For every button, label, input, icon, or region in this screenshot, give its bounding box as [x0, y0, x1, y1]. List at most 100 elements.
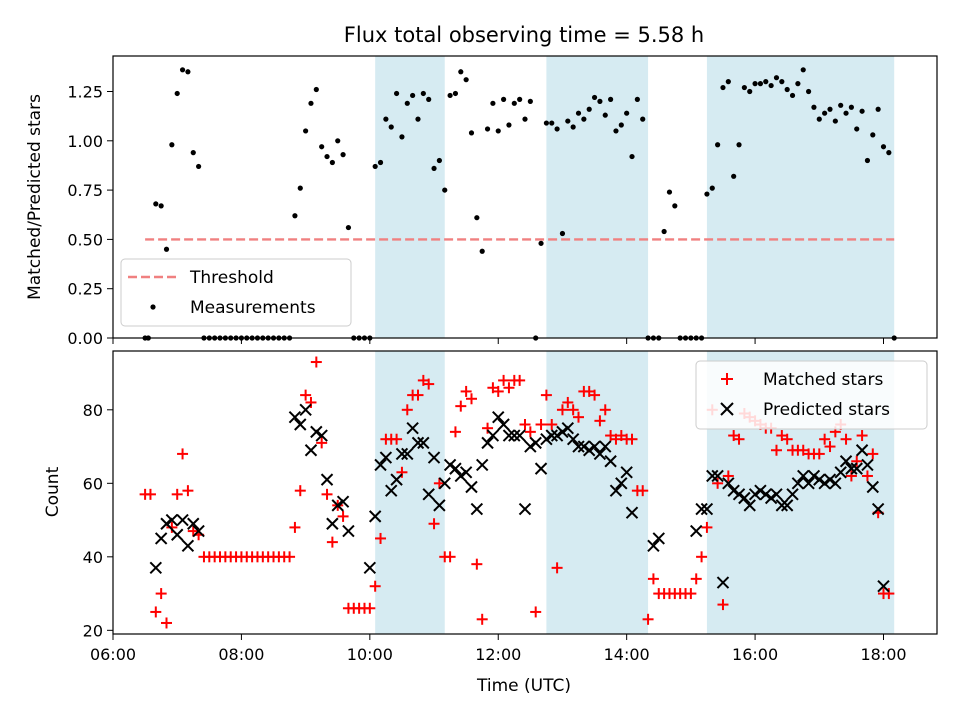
matched-star-point: [294, 485, 306, 497]
measurement-point: [618, 122, 624, 128]
measurement-point: [308, 100, 314, 106]
top-plot-frame: [112, 55, 938, 339]
matched-star-point: [524, 426, 536, 438]
x-tick-label: 06:00: [90, 645, 136, 664]
predicted-star-point: [818, 477, 831, 490]
predicted-star-point: [411, 436, 425, 450]
measurement-point: [634, 96, 640, 102]
bottom-y-tick-label: 80: [83, 401, 103, 420]
predicted-star-point: [813, 473, 826, 486]
predicted-star-point: [406, 421, 419, 435]
matched-star-point: [171, 488, 183, 500]
matched-star-point: [375, 532, 387, 544]
predicted-star-point: [470, 502, 484, 516]
measurement-point: [757, 81, 764, 87]
predicted-star-point: [449, 462, 462, 475]
measurement-point: [880, 144, 887, 150]
predicted-star-point: [524, 440, 537, 453]
matched-star-point: [840, 433, 852, 445]
measurement-point: [864, 157, 871, 164]
measurement-point: [640, 116, 646, 122]
measurement-point: [624, 110, 630, 116]
matched-star-point: [492, 385, 504, 397]
bottom-y-tick-label: 20: [83, 621, 103, 640]
predicted-star-point: [556, 425, 569, 439]
predicted-star-point: [706, 469, 719, 483]
measurement-point: [661, 228, 667, 235]
measurement-point: [538, 240, 544, 246]
matched-star-point: [556, 404, 568, 416]
measurement-point: [153, 201, 159, 207]
matched-star-point: [696, 551, 708, 563]
measurement-point: [768, 82, 774, 89]
predicted-star-point: [834, 466, 847, 479]
matched-star-point: [310, 356, 322, 368]
measurement-point: [736, 142, 742, 148]
measurement-point: [725, 79, 731, 85]
matched-star-point: [321, 488, 333, 500]
predicted-star-point: [395, 447, 409, 461]
measurement-point: [495, 128, 501, 134]
predicted-star-point: [802, 477, 815, 490]
measurement-point: [527, 98, 533, 104]
measurement-point: [319, 144, 325, 150]
predicted-star-point: [368, 510, 382, 523]
measurement-point: [747, 88, 753, 95]
predicted-star-point: [315, 429, 328, 442]
measurement-point: [506, 122, 512, 128]
matched-star-point: [867, 448, 879, 460]
measurement-point: [843, 110, 849, 116]
predicted-star-point: [475, 458, 489, 472]
top-shaded-interval: [706, 56, 895, 338]
bottom-y-axis-label: Count: [43, 466, 63, 517]
predicted-legend-label: Predicted stars: [763, 400, 890, 420]
matched-star-point: [819, 433, 831, 445]
matched-star-point: [535, 419, 547, 431]
matched-star-point: [182, 485, 194, 497]
measurement-point: [597, 98, 603, 104]
bottom-legend: Matched stars Predicted stars: [695, 360, 928, 430]
measurements-legend-label: Measurements: [190, 298, 316, 318]
top-y-tick-label: 1.25: [67, 82, 103, 101]
measurement-point: [179, 67, 186, 73]
measurement-point: [731, 173, 737, 179]
measurement-point: [704, 191, 710, 197]
measurement-point: [773, 75, 780, 81]
predicted-star-point: [829, 477, 842, 490]
threshold-legend-label: Threshold: [189, 268, 274, 288]
bottom-y-tick-label: 40: [83, 548, 103, 567]
top-y-axis: 0.00 0.25 0.50 0.75 1.00 1.25: [67, 82, 113, 348]
matched-star-point: [530, 606, 542, 618]
predicted-star-point: [320, 473, 334, 486]
measurement-point: [463, 77, 469, 83]
top-panel: 0.00 0.25 0.50 0.75 1.00 1.25 Matched/Predict…: [25, 55, 938, 348]
measurement-point: [522, 116, 528, 122]
matched-star-point: [856, 430, 868, 442]
matched-star-point: [519, 419, 531, 431]
measurement-point: [613, 128, 619, 134]
matched-star-point: [482, 422, 494, 434]
matched-star-point: [642, 613, 654, 625]
top-y-tick-label: 1.00: [67, 132, 103, 151]
predicted-star-point: [711, 469, 724, 483]
predicted-star-point: [722, 477, 735, 490]
matched-star-point: [166, 521, 178, 533]
measurement-point: [169, 142, 175, 148]
matched-star-point: [845, 470, 857, 482]
predicted-star-point: [299, 403, 312, 417]
measurement-point: [377, 159, 384, 166]
measurement-point: [838, 102, 844, 108]
predicted-star-point: [716, 576, 730, 589]
x-tick-label: 08:00: [218, 645, 264, 664]
predicted-star-point: [304, 444, 318, 457]
predicted-star-point: [176, 513, 189, 527]
predicted-star-point: [374, 458, 387, 472]
predicted-star-point: [588, 440, 601, 453]
matched-star-point: [883, 588, 895, 600]
matched-star-point: [861, 470, 873, 482]
measurement-point: [822, 110, 828, 116]
measurement-point: [393, 90, 400, 97]
predicted-star-point: [518, 502, 532, 516]
top-legend: Threshold Measurements: [120, 258, 352, 327]
measurement-point: [602, 112, 608, 118]
